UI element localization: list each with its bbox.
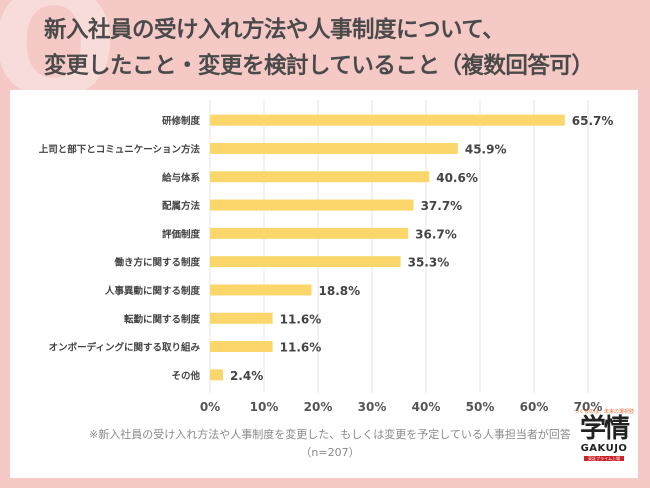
bar bbox=[210, 341, 273, 353]
category-label: 研修制度 bbox=[162, 115, 201, 127]
bar bbox=[210, 369, 223, 381]
logo-brand: GAKUJO bbox=[580, 443, 628, 454]
bar bbox=[210, 171, 430, 183]
bar bbox=[210, 199, 414, 211]
category-label: 転勤に関する制度 bbox=[124, 313, 201, 325]
value-label: 11.6% bbox=[280, 341, 322, 355]
bar bbox=[210, 284, 312, 296]
x-tick-label: 20% bbox=[304, 400, 333, 414]
x-tick-label: 10% bbox=[250, 400, 279, 414]
chart-title: 新入社員の受け入れ方法や人事制度について、 変更したこと・変更を検討していること… bbox=[44, 12, 644, 84]
bar bbox=[210, 256, 401, 268]
title-line-1: 新入社員の受け入れ方法や人事制度について、 bbox=[44, 17, 505, 43]
category-label: その他 bbox=[171, 370, 200, 382]
x-tick-label: 40% bbox=[412, 400, 441, 414]
value-label: 18.8% bbox=[319, 284, 361, 298]
value-label: 45.9% bbox=[465, 142, 507, 156]
value-label: 40.6% bbox=[436, 171, 478, 185]
category-label: 上司と部下とコミュニケーション方法 bbox=[39, 143, 201, 155]
bar bbox=[210, 142, 458, 154]
x-tick-label: 50% bbox=[466, 400, 495, 414]
title-line-2: 変更したこと・変更を検討していること（複数回答可） bbox=[44, 53, 594, 79]
x-tick-label: 60% bbox=[520, 400, 549, 414]
value-label: 65.7% bbox=[572, 114, 614, 128]
category-label: 給与体系 bbox=[162, 172, 201, 184]
bar bbox=[210, 312, 273, 324]
gakujo-logo: つくるのは、未来の選択肢 学情 GAKUJO 東証プライム上場 bbox=[568, 408, 640, 478]
x-tick-label: 0% bbox=[200, 400, 220, 414]
category-label: オンボーディングに関する取り組み bbox=[49, 342, 201, 354]
logo-band: 東証プライム上場 bbox=[584, 456, 624, 461]
category-label: 働き方に関する制度 bbox=[113, 257, 200, 269]
bar bbox=[210, 227, 409, 239]
logo-tagline: つくるのは、未来の選択肢 bbox=[574, 409, 634, 415]
x-tick-label: 70% bbox=[574, 400, 603, 414]
category-label: 評価制度 bbox=[162, 228, 201, 240]
logo-mark: 学情 bbox=[579, 414, 630, 444]
value-label: 35.3% bbox=[408, 256, 450, 270]
sample-size: （n=207） bbox=[300, 446, 360, 459]
value-label: 2.4% bbox=[230, 369, 263, 383]
bar-chart: 0% 10% 20% 30% 40% 50% 60% 70% 研修制度 65.7% 上司と部下とコミ… bbox=[39, 100, 614, 414]
category-label: 配属方法 bbox=[162, 200, 201, 212]
footnote: ※新入社員の受け入れ方法や人事制度を変更した、もしくは変更を予定している人事担当… bbox=[89, 428, 571, 441]
value-label: 37.7% bbox=[421, 199, 463, 213]
bar bbox=[210, 114, 565, 126]
value-label: 36.7% bbox=[415, 227, 457, 241]
category-label: 人事異動に関する制度 bbox=[105, 285, 201, 297]
chart-panel: 0% 10% 20% 30% 40% 50% 60% 70% 研修制度 65.7% 上司と部下とコミ… bbox=[10, 90, 638, 478]
value-label: 11.6% bbox=[280, 312, 322, 326]
x-tick-label: 30% bbox=[358, 400, 387, 414]
